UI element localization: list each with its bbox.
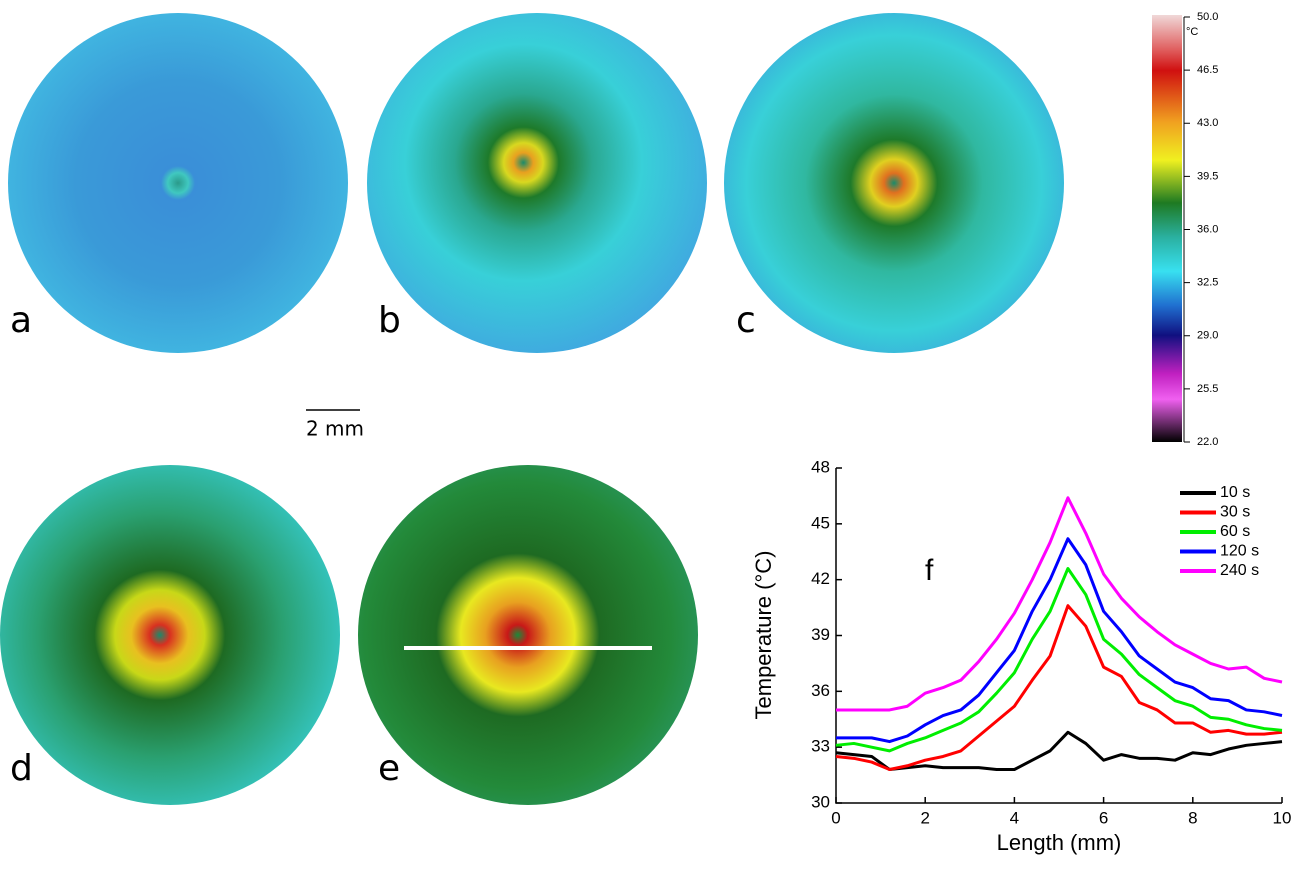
colorbar-tick-label: 50.0 [1197,11,1218,23]
legend-label: 240 s [1220,562,1259,579]
panel-label: f [925,554,934,587]
legend-label: 10 s [1220,484,1250,501]
panel-label: b [378,300,401,341]
colorbar-unit: °C [1186,26,1198,38]
legend-label: 120 s [1220,543,1259,560]
panel-label: a [10,300,32,341]
panel-label: e [378,748,400,789]
thermal-image [0,465,340,805]
x-tick-label: 4 [1010,808,1019,827]
x-axis-label: Length (mm) [997,830,1122,855]
y-axis-label: Temperature (°C) [751,551,776,720]
scale-bar-label: 2 mm [306,417,364,441]
series-line [836,537,1283,744]
thermal-image [8,13,348,353]
y-tick-label: 39 [811,625,830,644]
series-line [835,730,1283,771]
colorbar-tick-label: 25.5 [1197,383,1218,395]
colorbar [1152,15,1182,442]
series-line [835,604,1283,771]
x-tick-label: 0 [831,808,840,827]
colorbar-tick-label: 32.5 [1197,277,1218,289]
legend-label: 60 s [1220,523,1250,540]
colorbar-tick-label: 46.5 [1197,64,1218,76]
y-tick-label: 42 [811,569,830,588]
panel-label: c [736,300,756,341]
y-tick-label: 48 [811,457,830,476]
colorbar-tick-label: 43.0 [1197,117,1218,129]
colorbar-tick-label: 22.0 [1197,436,1218,448]
x-tick-label: 8 [1188,808,1197,827]
thermal-image [358,465,698,805]
x-tick-label: 6 [1099,808,1108,827]
legend-label: 30 s [1220,504,1250,521]
y-tick-label: 45 [811,513,830,532]
colorbar-tick-label: 36.0 [1197,223,1218,235]
y-tick-label: 36 [811,681,830,700]
series-line [835,567,1283,753]
colorbar-tick-label: 29.0 [1197,330,1218,342]
colorbar-tick-label: 39.5 [1197,170,1218,182]
thermal-image [367,13,707,353]
x-tick-label: 10 [1273,808,1292,827]
y-tick-label: 30 [811,792,830,811]
x-tick-label: 2 [920,808,929,827]
panel-label: d [10,748,33,789]
series-line [836,496,1283,712]
thermal-image [724,13,1064,353]
y-tick-label: 33 [811,737,830,756]
